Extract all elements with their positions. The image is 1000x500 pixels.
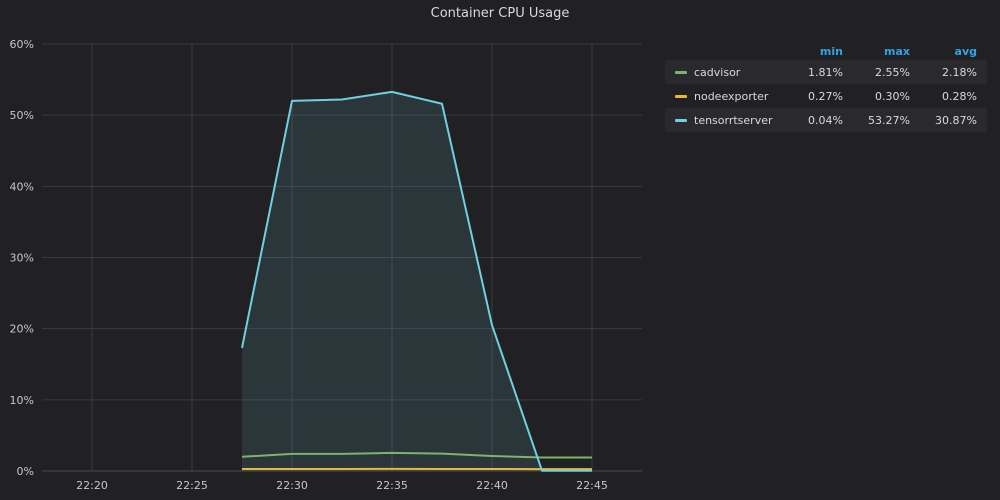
legend-series-name: nodeexporter: [694, 89, 769, 103]
x-tick-label: 22:25: [176, 479, 208, 492]
legend-row-nodeexporter[interactable]: nodeexporter 0.27% 0.30% 0.28%: [665, 84, 987, 108]
legend-min: 0.27%: [808, 89, 843, 103]
legend-header: min max avg: [665, 42, 987, 60]
legend-max: 53.27%: [868, 113, 910, 127]
y-tick-label: 30%: [10, 252, 34, 265]
legend: min max avg cadvisor 1.81% 2.55% 2.18% n…: [665, 42, 987, 132]
legend-avg: 0.28%: [942, 89, 977, 103]
y-tick-label: 20%: [10, 323, 34, 336]
x-tick-label: 22:45: [576, 479, 608, 492]
legend-series-name: cadvisor: [694, 65, 741, 79]
series-swatch-icon: [675, 118, 687, 122]
legend-avg: 30.87%: [935, 113, 977, 127]
legend-header-min[interactable]: min: [819, 44, 843, 58]
x-tick-label: 22:35: [376, 479, 408, 492]
legend-min: 1.81%: [808, 65, 843, 79]
y-tick-label: 0%: [17, 465, 34, 478]
legend-max: 2.55%: [875, 65, 910, 79]
series-line-tensorrtserver: [241, 90, 592, 472]
legend-header-avg[interactable]: avg: [954, 44, 977, 58]
legend-max: 0.30%: [875, 89, 910, 103]
series-line-cadvisor: [241, 451, 592, 459]
legend-row-tensorrtserver[interactable]: tensorrtserver 0.04% 53.27% 30.87%: [665, 108, 987, 132]
legend-min: 0.04%: [808, 113, 843, 127]
y-tick-label: 10%: [10, 394, 34, 407]
legend-series-name: tensorrtserver: [694, 113, 773, 127]
x-tick-label: 22:20: [76, 479, 108, 492]
x-tick-label: 22:30: [276, 479, 308, 492]
y-tick-label: 50%: [10, 109, 34, 122]
legend-avg: 2.18%: [942, 65, 977, 79]
x-tick-label: 22:40: [476, 479, 508, 492]
chart-title: Container CPU Usage: [430, 6, 570, 21]
y-tick-label: 40%: [10, 180, 34, 193]
series-swatch-icon: [675, 94, 687, 98]
y-tick-label: 60%: [10, 38, 34, 51]
series-area-tensorrtserver: [242, 91, 592, 471]
legend-row-cadvisor[interactable]: cadvisor 1.81% 2.55% 2.18%: [665, 60, 987, 84]
legend-header-max[interactable]: max: [884, 44, 910, 58]
series-swatch-icon: [675, 70, 687, 74]
